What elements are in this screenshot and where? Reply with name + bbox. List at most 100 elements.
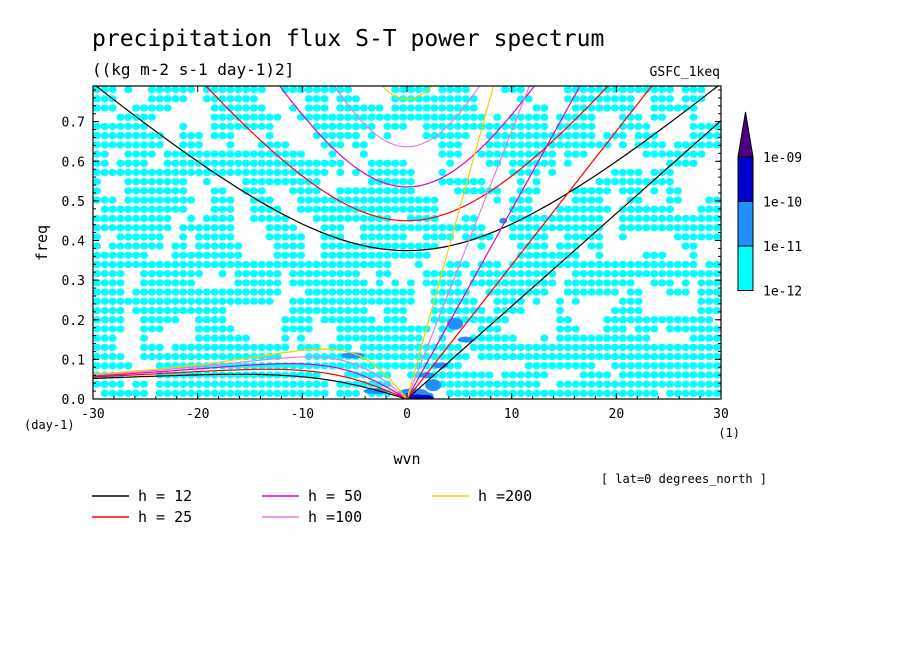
- spectrum-cell: [375, 205, 384, 213]
- spectrum-cell: [579, 288, 588, 296]
- legend-label: h =200: [478, 487, 532, 505]
- kelvin-curve-h25: [406, 86, 653, 399]
- spectrum-cell: [650, 150, 659, 158]
- spectrum-cell: [611, 389, 619, 397]
- spectrum-cell: [540, 389, 549, 397]
- spectrum-cell: [689, 316, 698, 324]
- spectrum-cell: [242, 380, 250, 388]
- spectrum-cell: [328, 86, 337, 94]
- spectrum-cell: [658, 224, 667, 232]
- spectrum-cell: [540, 233, 549, 241]
- spectrum-cell: [485, 334, 494, 342]
- spectrum-cell: [399, 196, 407, 204]
- spectrum-cell: [171, 150, 180, 158]
- spectrum-cell: [218, 122, 227, 131]
- spectrum-cell: [477, 150, 486, 158]
- spectrum-cell: [100, 325, 109, 333]
- spectrum-cell: [414, 251, 423, 259]
- spectrum-cell: [681, 288, 690, 296]
- spectrum-cell: [367, 260, 376, 269]
- spectrum-cell: [234, 251, 243, 259]
- spectrum-cell: [202, 380, 211, 388]
- spectrum-cell: [587, 242, 596, 250]
- spectrum-cell: [383, 224, 392, 232]
- spectrum-cell: [548, 352, 557, 361]
- spectrum-cell: [100, 343, 109, 351]
- spectrum-cell: [265, 150, 274, 158]
- spectrum-cell: [564, 150, 572, 158]
- rossby-curve-h100: [93, 356, 408, 399]
- spectrum-cell: [132, 389, 141, 397]
- spectrum-cell: [140, 325, 148, 333]
- spectrum-cell: [697, 279, 706, 287]
- spectrum-cell: [328, 196, 337, 204]
- spectrum-cell: [642, 371, 651, 379]
- spectrum-cell: [524, 380, 533, 388]
- spectrum-cell: [603, 380, 612, 388]
- spectrum-cell: [540, 104, 549, 112]
- spectrum-cell: [265, 389, 274, 397]
- spectrum-cell: [532, 150, 541, 158]
- spectrum-cell: [454, 306, 462, 315]
- spectrum-cell: [226, 343, 235, 351]
- spectrum-cell: [571, 141, 580, 149]
- spectrum-cell: [367, 113, 376, 121]
- spectrum-cell: [202, 316, 211, 324]
- spectrum-cell: [265, 224, 274, 232]
- spectrum-cell: [226, 325, 235, 333]
- spectrum-cell: [673, 214, 682, 223]
- spectrum-cell: [336, 251, 345, 259]
- spectrum-cell: [234, 122, 243, 131]
- spectrum-cell: [375, 362, 384, 370]
- spectrum-cell: [234, 352, 243, 361]
- spectrum-cell: [116, 132, 125, 140]
- spectrum-cell: [509, 270, 517, 278]
- spectrum-cell: [147, 141, 156, 149]
- spectrum-cell: [713, 389, 721, 397]
- x-tick-label: -10: [291, 407, 314, 422]
- spectrum-cell: [352, 122, 360, 131]
- spectrum-cell: [571, 132, 580, 140]
- spectrum-cell: [281, 141, 290, 149]
- spectrum-cell: [202, 288, 211, 296]
- spectrum-cell: [367, 196, 376, 204]
- spectrum-cell: [265, 260, 274, 269]
- spectrum-cell: [713, 297, 721, 305]
- spectrum-cell: [304, 380, 313, 388]
- spectrum-cell: [155, 168, 164, 177]
- spectrum-cell: [618, 178, 627, 186]
- spectrum-cell: [603, 343, 612, 351]
- spectrum-cell: [485, 389, 494, 397]
- spectrum-cell: [713, 141, 721, 149]
- spectrum-cell: [320, 132, 329, 140]
- spectrum-cell: [477, 270, 486, 278]
- spectrum-cell: [367, 178, 376, 186]
- spectrum-cell: [422, 233, 431, 241]
- spectrum-cell: [210, 224, 219, 232]
- spectrum-cell: [697, 132, 706, 140]
- spectrum-cell: [297, 242, 305, 250]
- spectrum-cell: [595, 242, 604, 250]
- spectrum-cell: [673, 233, 682, 241]
- spectrum-cell: [312, 270, 321, 278]
- spectrum-cell: [681, 316, 690, 324]
- spectrum-cell: [650, 178, 659, 186]
- spectrum-cell: [705, 371, 714, 379]
- spectrum-cell: [281, 325, 290, 333]
- spectrum-cell: [375, 352, 384, 361]
- spectrum-cell: [713, 362, 721, 370]
- spectrum-cell: [681, 362, 690, 370]
- spectrum-cell: [93, 306, 101, 315]
- spectrum-cell: [650, 325, 659, 333]
- spectrum-cell: [108, 334, 117, 342]
- spectrum-cell: [438, 86, 447, 94]
- spectrum-cell: [666, 371, 674, 379]
- colorbar-label: 1e-11: [763, 240, 802, 255]
- x-tick-label: 10: [504, 407, 520, 422]
- spectrum-cell: [697, 334, 706, 342]
- spectrum-cell: [516, 168, 525, 177]
- spectrum-cell: [587, 371, 596, 379]
- spectrum-cell: [187, 86, 196, 94]
- spectrum-cell: [713, 260, 721, 269]
- spectrum-cell: [297, 205, 305, 213]
